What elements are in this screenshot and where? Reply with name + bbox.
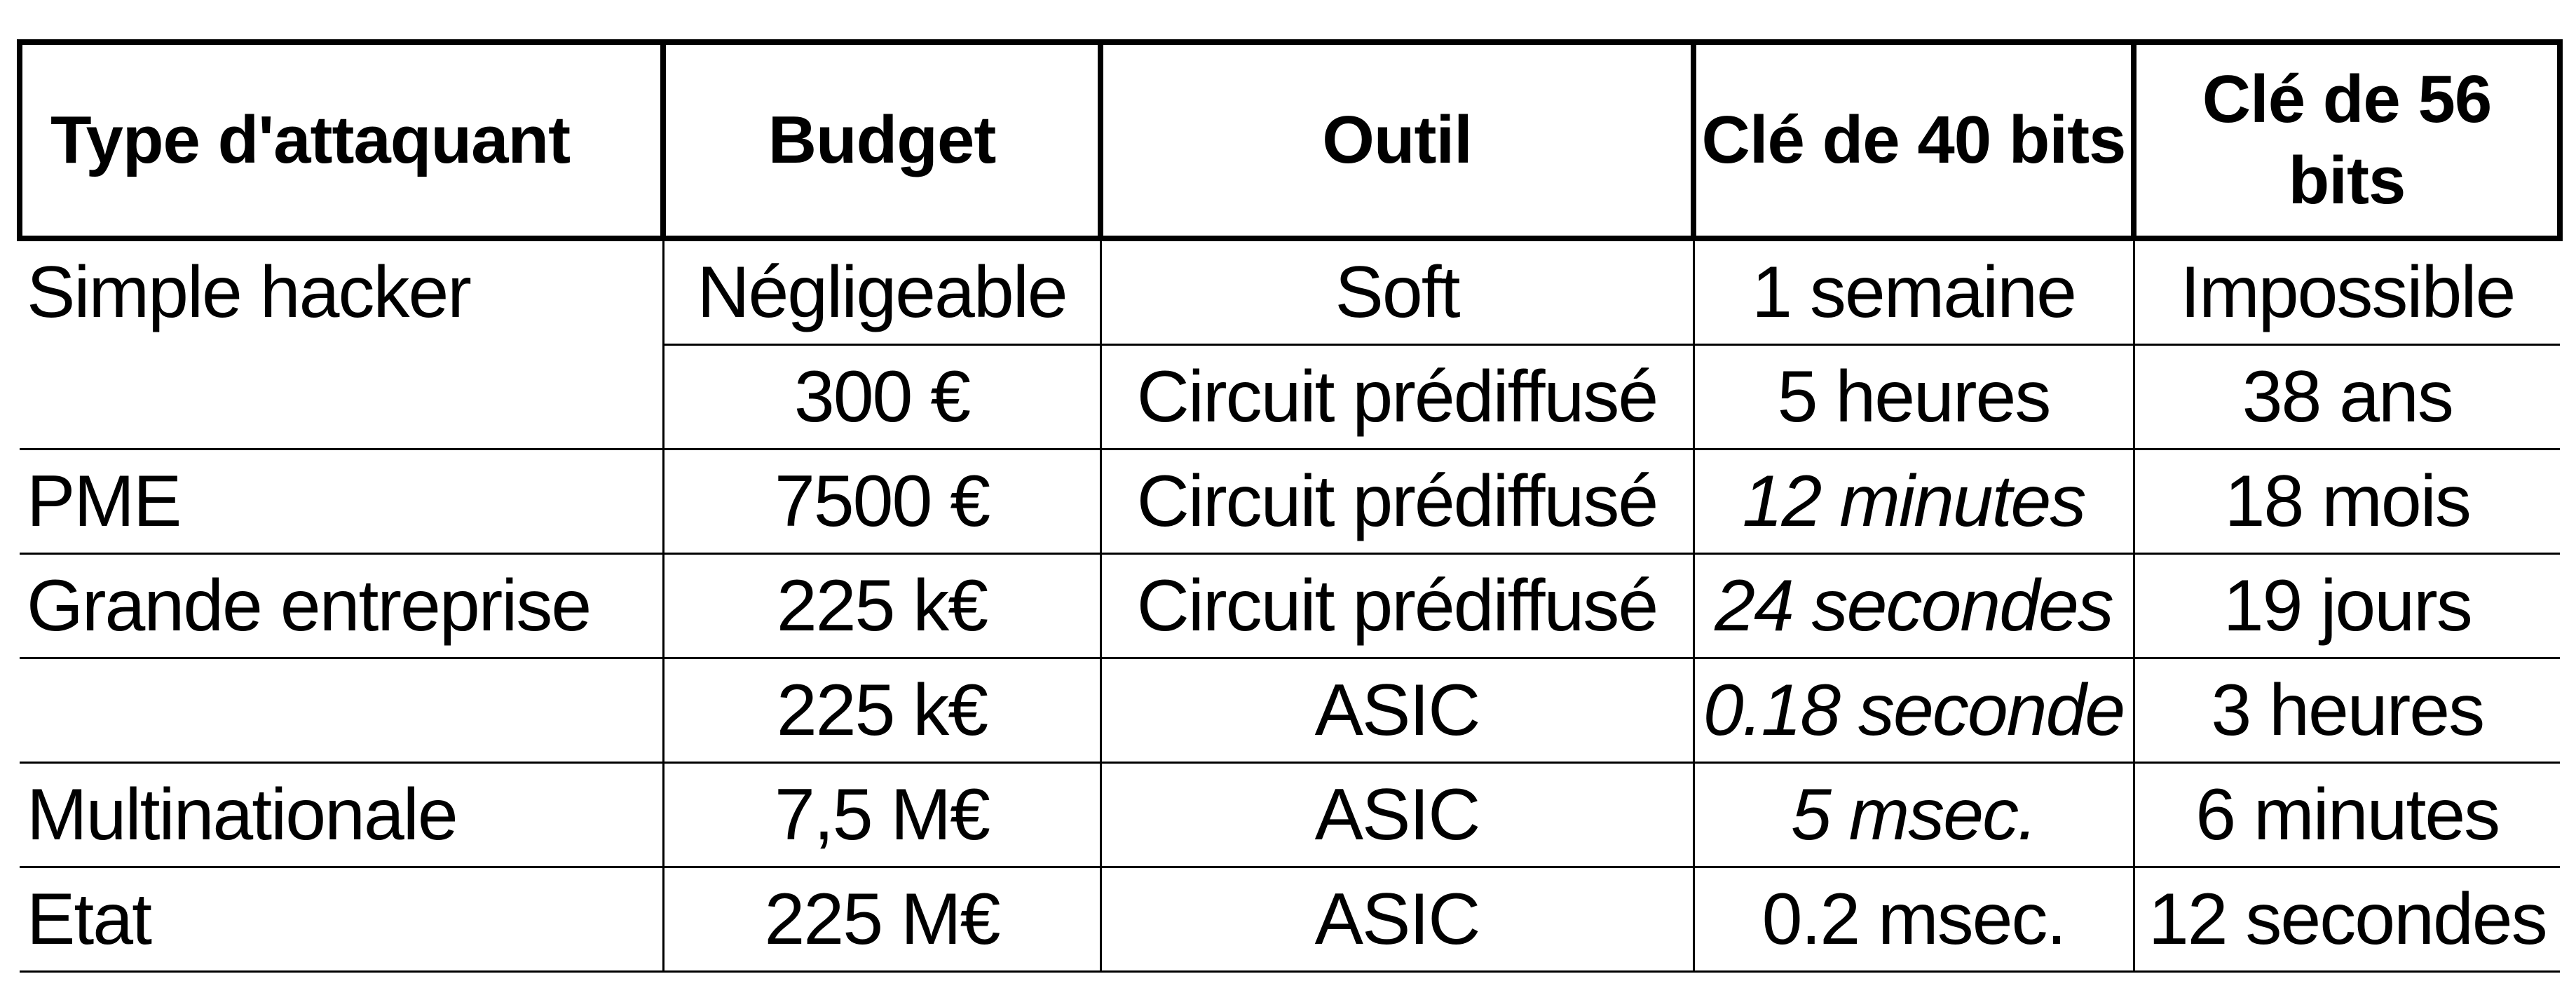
- attacker-cost-table: Type d'attaquant Budget Outil Clé de 40 …: [17, 39, 2563, 973]
- attacker-type-cell: Multinationale: [20, 762, 665, 868]
- attacker-type-cell: [20, 344, 665, 450]
- header-key-40-bits: Clé de 40 bits: [1691, 39, 2137, 241]
- tool-cell: ASIC: [1099, 762, 1695, 868]
- key-56-time-cell: Impossible: [2132, 236, 2560, 346]
- tool-cell: Circuit prédiffusé: [1099, 449, 1695, 555]
- header-key-56-bits: Clé de 56 bits: [2131, 39, 2563, 241]
- attacker-type-cell: PME: [20, 449, 665, 555]
- key-40-time-cell: 12 minutes: [1692, 449, 2135, 555]
- tool-cell: ASIC: [1099, 658, 1695, 764]
- key-40-time-cell: 1 semaine: [1692, 236, 2135, 346]
- table-row: 225 k€ ASIC 0.18 seconde 3 heures: [20, 658, 2560, 764]
- attacker-type-cell: Etat: [20, 867, 665, 973]
- budget-cell: 300 €: [662, 344, 1102, 450]
- key-40-time-cell: 5 heures: [1692, 344, 2135, 450]
- budget-cell: Négligeable: [662, 236, 1102, 346]
- key-56-time-cell: 19 jours: [2132, 553, 2560, 659]
- budget-cell: 225 k€: [662, 658, 1102, 764]
- table-row: 300 € Circuit prédiffusé 5 heures 38 ans: [20, 344, 2560, 450]
- key-56-time-cell: 12 secondes: [2132, 867, 2560, 973]
- attacker-type-cell: Grande entreprise: [20, 553, 665, 659]
- attacker-type-cell: [20, 658, 665, 764]
- tool-cell: Circuit prédiffusé: [1099, 553, 1695, 659]
- key-40-time-cell: 0.2 msec.: [1692, 867, 2135, 973]
- key-56-time-cell: 38 ans: [2132, 344, 2560, 450]
- header-tool: Outil: [1098, 39, 1696, 241]
- table-row: Etat 225 M€ ASIC 0.2 msec. 12 secondes: [20, 867, 2560, 973]
- key-56-time-cell: 3 heures: [2132, 658, 2560, 764]
- table-row: Simple hacker Négligeable Soft 1 semaine…: [20, 236, 2560, 346]
- attacker-type-cell: Simple hacker: [20, 236, 665, 345]
- table-row: Grande entreprise 225 k€ Circuit prédiff…: [20, 553, 2560, 659]
- header-attacker-type: Type d'attaquant: [17, 39, 666, 241]
- table-row: PME 7500 € Circuit prédiffusé 12 minutes…: [20, 449, 2560, 555]
- key-56-time-cell: 6 minutes: [2132, 762, 2560, 868]
- tool-cell: Circuit prédiffusé: [1099, 344, 1695, 450]
- budget-cell: 7,5 M€: [662, 762, 1102, 868]
- key-56-time-cell: 18 mois: [2132, 449, 2560, 555]
- budget-cell: 7500 €: [662, 449, 1102, 555]
- key-40-time-cell: 0.18 seconde: [1692, 658, 2135, 764]
- tool-cell: Soft: [1099, 236, 1695, 346]
- table-row: Multinationale 7,5 M€ ASIC 5 msec. 6 min…: [20, 762, 2560, 868]
- header-budget: Budget: [660, 39, 1103, 241]
- key-40-time-cell: 24 secondes: [1692, 553, 2135, 659]
- key-40-time-cell: 5 msec.: [1692, 762, 2135, 868]
- budget-cell: 225 k€: [662, 553, 1102, 659]
- tool-cell: ASIC: [1099, 867, 1695, 973]
- budget-cell: 225 M€: [662, 867, 1102, 973]
- header-row: Type d'attaquant Budget Outil Clé de 40 …: [17, 39, 2563, 241]
